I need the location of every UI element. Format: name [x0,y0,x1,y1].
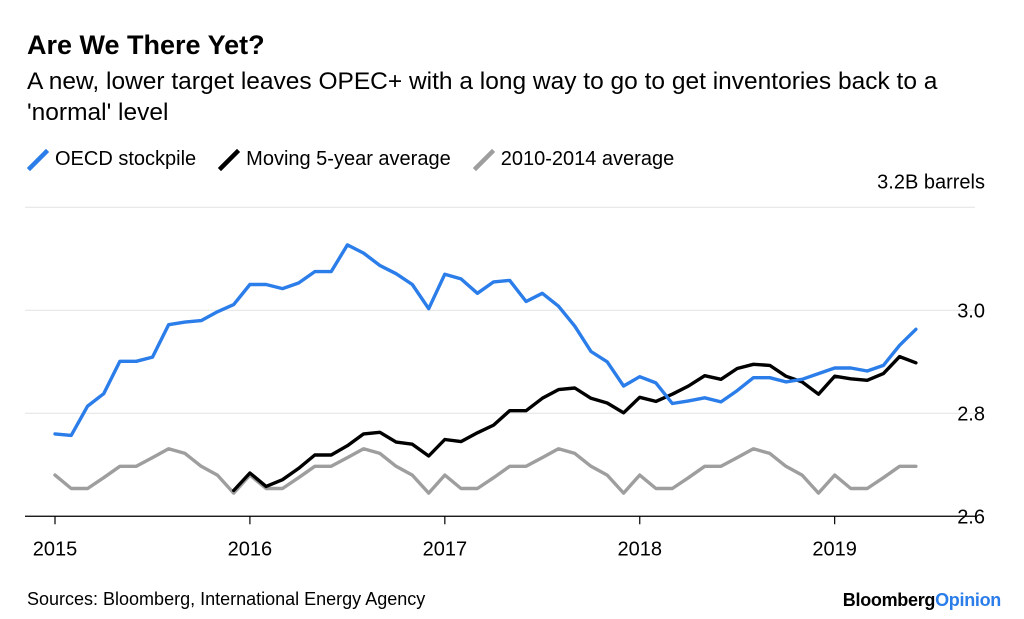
y-tick-label: 2.8 [957,403,985,425]
x-tick-label: 2016 [228,538,273,560]
y-unit-label: 3.2B barrels [877,171,985,193]
brand-main: Bloomberg [842,590,936,610]
brand-accent: Opinion [935,590,1001,610]
x-tick-label: 2019 [812,538,857,560]
chart-subtitle: A new, lower target leaves OPEC+ with a … [27,68,938,126]
source-note: Sources: Bloomberg, International Energy… [27,589,426,609]
line-chart: 2.6 2.8 3.0 3.2B barrels 2015 2016 2017 2018 201… [25,171,985,560]
y-tick-label: 3.0 [957,300,985,322]
legend-item-2010-2014-average: 2010-2014 average [472,148,675,171]
legend-swatch-gray-icon [472,148,495,171]
legend-item-oecd-stockpile: OECD stockpile [27,148,196,171]
x-tick-label: 2017 [423,538,468,560]
legend-swatch-blue-icon [27,148,49,171]
legend-swatch-black-icon [218,148,241,171]
legend-label: OECD stockpile [55,148,197,170]
series-line-moving-5-year-average [232,354,918,493]
legend: OECD stockpile Moving 5-year average 201… [27,148,696,171]
series-line-oecd-stockpile [53,243,918,438]
chart-title: Are We There Yet? [27,30,265,60]
legend-item-moving-5-year-average: Moving 5-year average [218,148,451,171]
legend-label: 2010-2014 average [500,148,675,170]
x-tick-label: 2018 [617,538,662,560]
series-line-2010-2014-average [53,447,918,495]
x-tick-label: 2015 [33,538,78,560]
legend-label: Moving 5-year average [246,148,451,170]
brand-logo: BloombergOpinion [842,590,1002,611]
y-tick-label: 2.6 [957,506,985,528]
